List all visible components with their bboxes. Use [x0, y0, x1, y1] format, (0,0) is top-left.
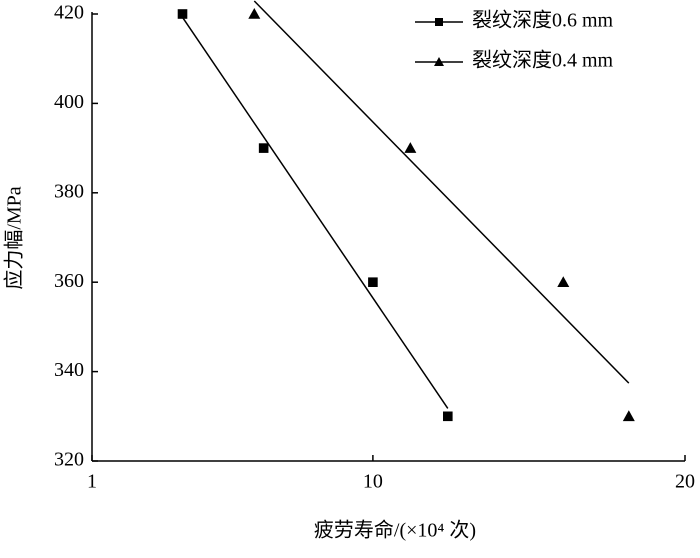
point [248, 8, 261, 19]
point [622, 410, 635, 422]
point [443, 411, 453, 422]
fit-line [181, 16, 449, 409]
y-tick-label: 340 [54, 359, 84, 381]
x-axis-label: 疲劳寿命/(×10⁴ 次) [314, 519, 476, 542]
legend-marker [434, 57, 444, 66]
fit-line [253, 0, 630, 384]
point [368, 277, 378, 287]
y-tick-label: 320 [54, 449, 84, 471]
legend-marker [435, 18, 443, 26]
y-axis-label: 应力幅/MPa [3, 186, 26, 289]
legend-label: 裂纹深度0.4 mm [472, 49, 614, 72]
x-tick-label: 20 [675, 471, 695, 493]
y-tick-label: 400 [54, 91, 84, 113]
x-tick-label: 10 [363, 471, 383, 493]
y-tick-label: 380 [54, 180, 84, 202]
point [557, 276, 570, 287]
y-tick-label: 360 [54, 270, 84, 292]
point [258, 143, 269, 153]
legend-label: 裂纹深度0.6 mm [472, 9, 614, 32]
point [404, 142, 417, 153]
y-tick-label: 420 [54, 2, 84, 24]
x-tick-label: 1 [87, 471, 97, 493]
point [177, 9, 188, 19]
